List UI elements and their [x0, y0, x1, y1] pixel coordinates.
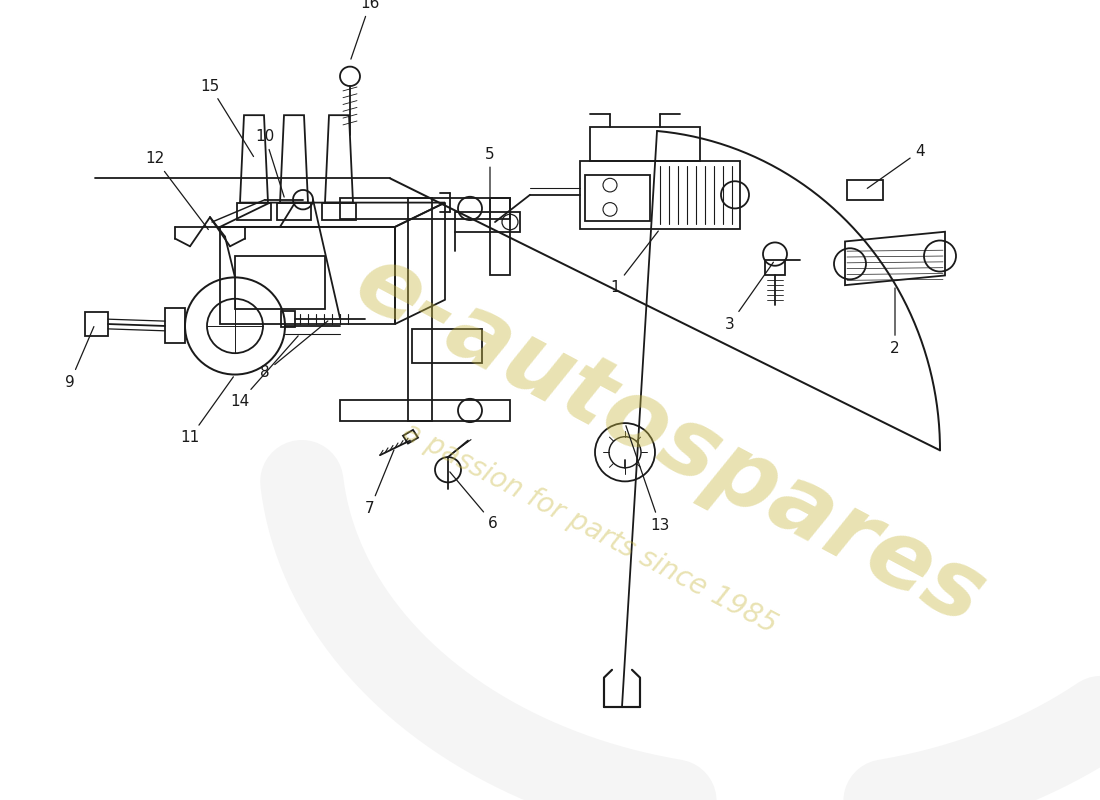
Text: 3: 3 [725, 262, 773, 331]
Text: 14: 14 [230, 336, 298, 410]
Text: 8: 8 [261, 321, 328, 380]
Text: 11: 11 [180, 377, 233, 445]
Text: a passion for parts since 1985: a passion for parts since 1985 [398, 417, 782, 639]
Text: 13: 13 [626, 426, 670, 533]
Text: 2: 2 [890, 288, 900, 356]
Text: 10: 10 [255, 129, 284, 197]
Text: 7: 7 [365, 450, 394, 516]
Text: 4: 4 [867, 144, 925, 188]
Text: 5: 5 [485, 146, 495, 219]
Text: 15: 15 [200, 78, 253, 157]
Text: 16: 16 [351, 0, 380, 59]
Text: 9: 9 [65, 326, 94, 390]
Text: 1: 1 [610, 231, 658, 294]
Text: e-autospares: e-autospares [340, 236, 1000, 646]
Text: 12: 12 [145, 151, 208, 230]
Text: 6: 6 [450, 472, 498, 530]
